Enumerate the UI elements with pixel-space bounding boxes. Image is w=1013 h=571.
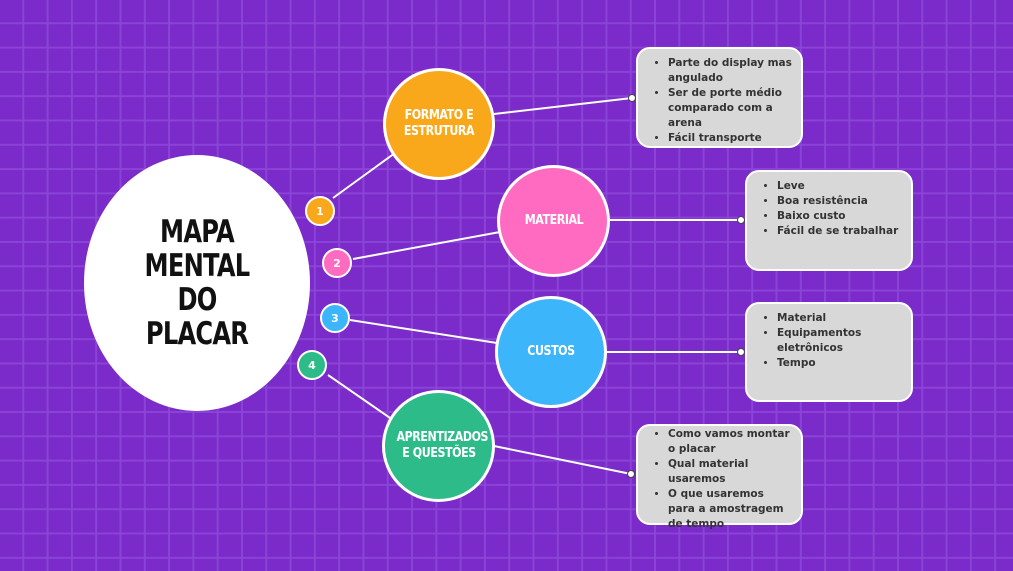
list-item: Baixo custo	[777, 209, 903, 224]
topic-node-custos: CUSTOS	[495, 296, 607, 408]
details-box-custos: Material Equipamentos eletrônicos Tempo	[745, 302, 913, 402]
topic-label: FORMATO E ESTRUTURA	[403, 108, 475, 139]
connector-4-outer	[493, 445, 632, 475]
topic-label: APRENTIZADOS E QUESTÕES	[396, 430, 488, 461]
list-item: Tempo	[777, 356, 903, 371]
details-box-formato: Parte do display mas angulado Ser de por…	[636, 47, 803, 148]
connector-dot-4	[627, 470, 635, 478]
connector-1-outer	[493, 97, 633, 115]
topic-node-aprentizados: APRENTIZADOS E QUESTÕES	[382, 390, 495, 502]
connector-dot-2	[737, 216, 745, 224]
topic-node-formato: FORMATO E ESTRUTURA	[383, 68, 495, 180]
details-box-material: Leve Boa resistência Baixo custo Fácil d…	[745, 170, 913, 271]
list-item: Leve	[777, 179, 903, 194]
list-item: Material	[777, 311, 903, 326]
topic-node-material: MATERIAL	[497, 165, 610, 277]
connector-dot-3	[737, 348, 745, 356]
list-item: Parte do display mas angulado	[668, 56, 793, 86]
number-badge-3: 3	[320, 303, 350, 333]
connector-dot-1	[628, 94, 636, 102]
connector-1-inner	[332, 152, 396, 199]
topic-label: MATERIAL	[524, 213, 583, 228]
list-item: Fácil de se trabalhar	[777, 224, 903, 239]
list-item: Como vamos montar o placar	[668, 427, 793, 457]
list-item: Equipamentos eletrônicos	[777, 326, 903, 356]
details-box-aprentizados: Como vamos montar o placar Qual material…	[636, 424, 803, 530]
connector-4-inner	[327, 374, 394, 421]
list-item: Fácil transporte	[668, 131, 793, 146]
number-badge-4: 4	[297, 350, 327, 380]
main-title: MAPA MENTAL DO PLACAR	[144, 214, 251, 352]
connector-3-inner	[349, 319, 498, 344]
list-item: Ser de porte médio comparado com a arena	[668, 86, 793, 131]
list-item: Qual material usaremos	[668, 457, 793, 487]
topic-label: CUSTOS	[527, 344, 575, 359]
number-badge-1: 1	[305, 196, 335, 226]
connector-2-inner	[352, 231, 501, 260]
list-item: O que usaremos para a amostragem de temp…	[668, 487, 793, 532]
list-item: Boa resistência	[777, 194, 903, 209]
number-badge-2: 2	[322, 248, 352, 278]
central-topic: MAPA MENTAL DO PLACAR	[84, 155, 310, 411]
